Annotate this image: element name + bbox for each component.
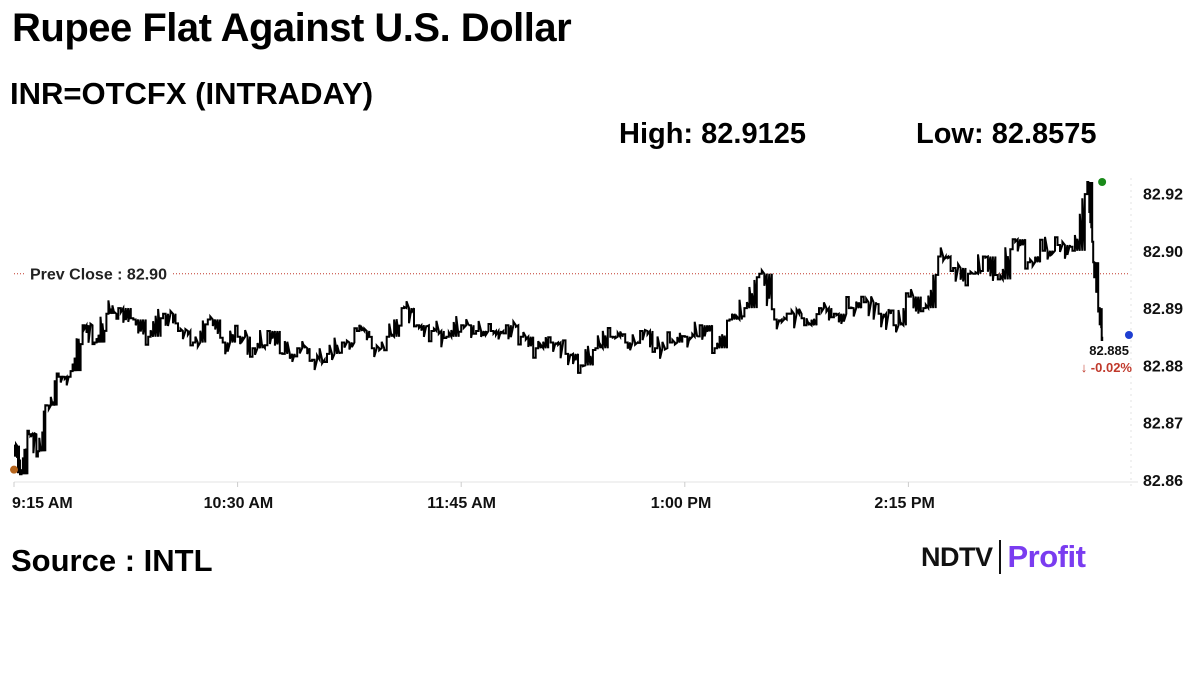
y-tick-label: 82.92 [1143, 186, 1183, 203]
x-tick-label: 11:45 AM [427, 495, 496, 512]
ndtv-profit-logo: NDTV Profit [921, 537, 1086, 577]
brand-profit: Profit [1007, 539, 1086, 574]
y-tick-label: 82.87 [1143, 416, 1183, 433]
markers [10, 178, 1133, 474]
source-note: Source : INTL [11, 543, 213, 578]
y-tick-label: 82.89 [1143, 301, 1183, 318]
open-marker [10, 465, 18, 474]
y-tick-label: 82.90 [1143, 244, 1183, 261]
prev-close-label-bg [26, 265, 172, 285]
price-line [14, 181, 1104, 476]
day-low: Low: 82.8575 [916, 118, 1097, 150]
x-tick-label: 1:00 PM [651, 495, 711, 512]
brand-divider [998, 540, 1001, 574]
ticker-label: INR=OTCFX (INTRADAY) [10, 76, 374, 111]
y-tick-label: 82.88 [1143, 358, 1183, 375]
intraday-chart: Prev Close : 82.90 9:15 AM 10:30 AM 11:45 … [10, 178, 1183, 512]
x-tick-label: 9:15 AM [12, 495, 73, 512]
last-price-label: 82.885 [1089, 343, 1129, 358]
prev-close-label: Prev Close : 82.90 [30, 267, 167, 284]
brand-ndtv: NDTV [921, 541, 993, 572]
high-marker [1098, 178, 1107, 186]
y-tick-label: 82.86 [1143, 473, 1183, 490]
x-tick-label: 10:30 AM [204, 495, 274, 512]
tick-labels: 9:15 AM 10:30 AM 11:45 AM 1:00 PM 2:15 PM 82.… [12, 186, 1183, 512]
price-series [14, 181, 1104, 476]
last-marker [1124, 331, 1133, 340]
prev-close-group: Prev Close : 82.90 [14, 265, 1130, 285]
day-high: High: 82.9125 [619, 118, 806, 150]
page-title: Rupee Flat Against U.S. Dollar [12, 6, 572, 50]
x-tick-label: 2:15 PM [874, 495, 934, 512]
change-label: ↓ -0.02% [1081, 360, 1133, 375]
